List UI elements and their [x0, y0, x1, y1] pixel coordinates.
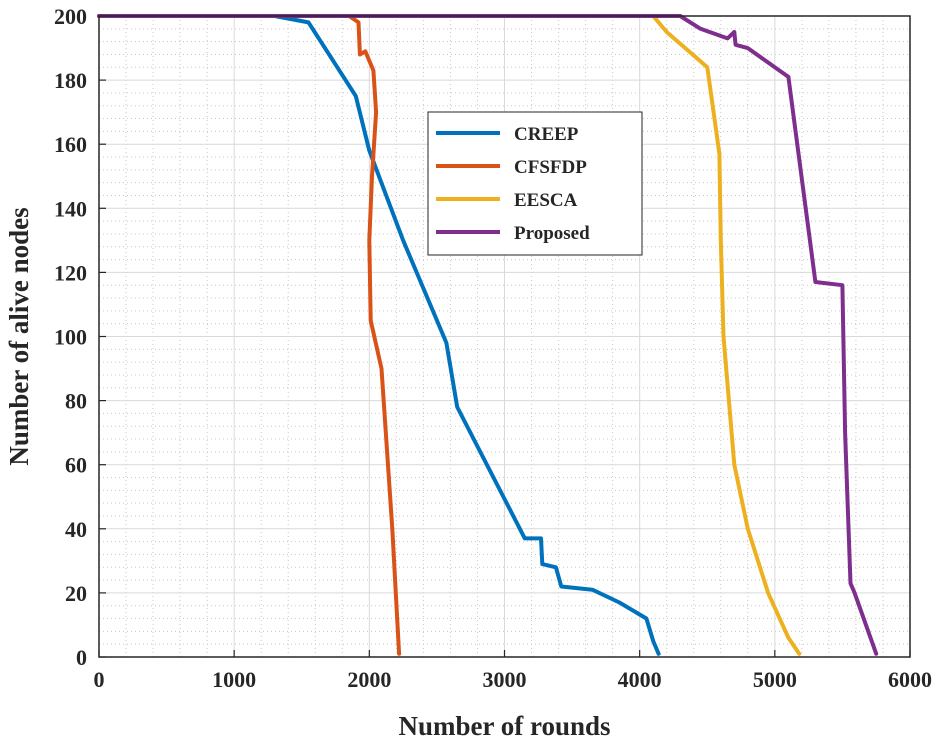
y-tick-label: 180 [54, 68, 87, 93]
legend-label-eesca: EESCA [514, 190, 578, 211]
x-tick-label: 4000 [618, 667, 662, 692]
y-tick-label: 120 [54, 260, 87, 285]
y-tick-label: 200 [54, 4, 87, 29]
legend-label-proposed: Proposed [514, 223, 590, 244]
x-tick-label: 6000 [888, 667, 932, 692]
y-tick-label: 0 [76, 645, 87, 670]
legend-label-cfsfdp: CFSFDP [514, 157, 587, 178]
y-tick-label: 40 [65, 517, 87, 542]
y-tick-label: 100 [54, 325, 87, 350]
y-axis-title: Number of alive nodes [4, 207, 34, 465]
series-line-creep [97, 14, 661, 656]
y-tick-label: 20 [65, 581, 87, 606]
y-tick-label: 80 [65, 389, 87, 414]
series-line-eesca [97, 14, 802, 656]
series-line-proposed [97, 14, 879, 656]
y-tick-label: 60 [65, 453, 87, 478]
x-tick-label: 0 [94, 667, 105, 692]
legend-label-creep: CREEP [514, 124, 579, 145]
x-tick-label: 3000 [483, 667, 527, 692]
x-tick-label: 2000 [347, 667, 391, 692]
y-tick-label: 140 [54, 196, 87, 221]
y-tick-label: 160 [54, 132, 87, 157]
legend: CREEP CFSFDP EESCA Proposed [427, 111, 643, 256]
x-tick-label: 5000 [753, 667, 797, 692]
x-tick-label: 1000 [212, 667, 256, 692]
series-line-cfsfdp [97, 14, 402, 656]
x-axis-title: Number of rounds [398, 711, 610, 741]
